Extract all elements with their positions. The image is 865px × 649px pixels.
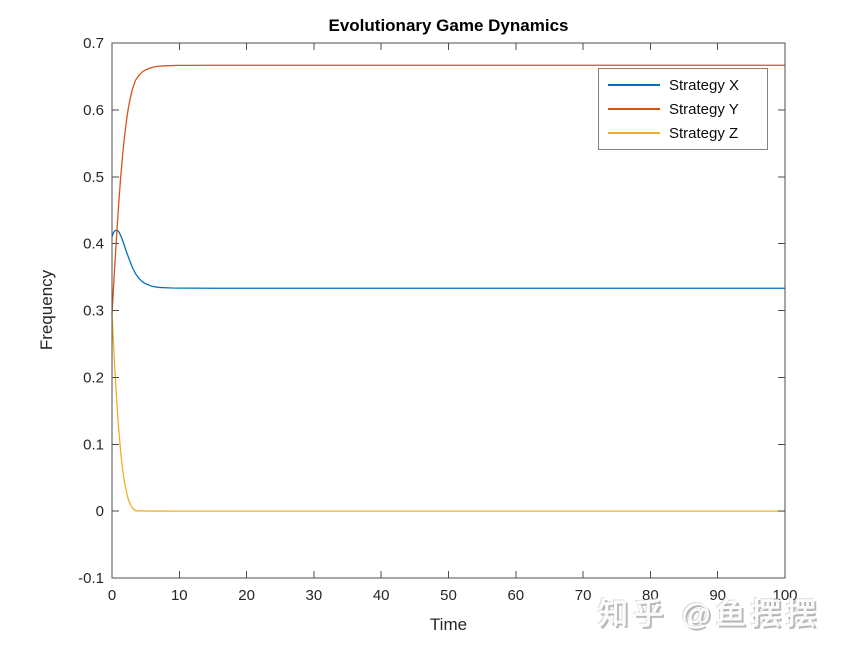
x-tick-label: 50 [440,587,457,604]
y-tick-label: 0.5 [83,169,104,186]
y-axis-label: Frequency [37,269,56,351]
x-tick-label: 0 [108,587,116,604]
x-axis-label: Time [429,615,468,634]
series-line-strategy-x [111,229,785,289]
y-tick-label: 0.7 [83,35,104,52]
x-tick-label: 10 [171,587,188,604]
x-tick-label: 70 [575,587,592,604]
x-tick-label: 100 [772,587,797,604]
x-tick-label: 40 [373,587,390,604]
legend-label-strategy-x: Strategy X [669,76,740,94]
legend-line-sample-strategy-x [608,84,660,86]
series-line-strategy-z [111,313,785,512]
y-tick-label: 0.2 [83,369,104,386]
y-tick-label: 0.4 [83,236,104,253]
y-tick-label: 0.3 [83,303,104,320]
x-tick-label: 80 [642,587,659,604]
legend: Strategy X Strategy Y Strategy Z [598,68,768,150]
series-line-strategy-y [111,64,785,314]
y-tick-label: 0.6 [83,102,104,119]
y-tick-label: 0.1 [83,436,104,453]
legend-line-sample-strategy-z [608,132,660,134]
chart-title: Evolutionary Game Dynamics [328,16,569,35]
legend-entry-strategy-z: Strategy Z [599,121,767,145]
x-tick-label: 20 [238,587,255,604]
y-tick-label: -0.1 [78,570,104,587]
y-tick-label: 0 [96,503,104,520]
legend-label-strategy-z: Strategy Z [669,124,739,142]
legend-line-sample-strategy-y [608,108,660,110]
legend-entry-strategy-x: Strategy X [599,73,767,97]
legend-entry-strategy-y: Strategy Y [599,97,767,121]
x-tick-label: 30 [306,587,323,604]
x-tick-label: 60 [507,587,524,604]
legend-label-strategy-y: Strategy Y [669,100,739,118]
x-tick-label: 90 [709,587,726,604]
